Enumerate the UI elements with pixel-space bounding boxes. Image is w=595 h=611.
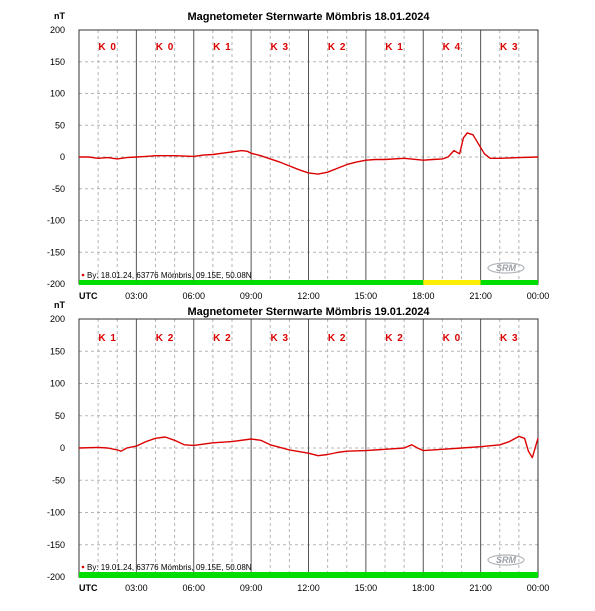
chart-panel-2: 200 150 100 50 0 -50 -100 -150 -200 K 1 K 2 K 2 K 3 K… [47,300,549,593]
activity-bar-segment [136,572,194,578]
logo-swoosh-icon [487,262,525,274]
magnetometer-series-line [78,435,539,459]
activity-bar-segment [251,280,309,285]
x-tick-label: 15:00 [355,291,378,301]
logo-text: SRM [496,263,517,273]
k-index-label: K 3 [500,42,519,53]
k-index-label: K 3 [500,333,519,344]
footer-text: By: 19.01.24, 63776 Mömbris, 09.15E, 50.… [87,563,252,572]
x-tick-label: 00:00 [527,583,550,593]
x-tick-label: 03:00 [125,291,148,301]
y-tick-label: -50 [52,184,65,194]
y-tick-label: -150 [47,540,65,550]
magnetometer-series-line [79,132,539,175]
activity-bar-segment [308,280,366,285]
activity-bar-segment [365,280,424,285]
activity-bar-segment [193,572,252,578]
x-tick-label: 03:00 [125,583,148,593]
y-tick-label: -100 [47,216,65,226]
k-index-label: K 0 [98,42,117,53]
k-index-label: K 4 [443,42,462,53]
x-tick-label: 21:00 [469,291,492,301]
activity-bar-segment [193,280,252,285]
k-index-label: K 2 [385,333,404,344]
footer-text: By: 18.01.24, 63776 Mömbris, 09.15E, 50.… [87,271,252,280]
chart-panel-1: 200 150 100 50 0 -50 -100 -150 -200 K 0 K 0 K 1 K 3 K… [47,11,549,301]
k-index-label: K 0 [443,333,462,344]
y-tick-label: 100 [50,379,65,389]
activity-bar-segment [251,572,309,578]
logo-text: SRM [496,555,517,565]
x-tick-label: 15:00 [355,583,378,593]
y-tick-label: 150 [50,57,65,67]
y-tick-label: -200 [47,279,65,289]
k-index-label: K 1 [98,333,117,344]
k-index-label: K 1 [213,42,232,53]
y-tick-label: 0 [60,152,65,162]
footer-bullet [81,565,85,569]
chart-title: Magnetometer Sternwarte Mömbris 18.01.20… [187,11,430,23]
k-index-label: K 2 [328,333,347,344]
k-index-label: K 0 [156,42,175,53]
y-tick-label: -50 [52,475,65,485]
k-index-label: K 2 [328,42,347,53]
activity-bar-segment [79,572,137,578]
k-index-label: K 2 [156,333,175,344]
activity-bar-segment [423,572,481,578]
y-tick-label: 200 [50,25,65,35]
k-index-label: K 1 [385,42,404,53]
k-index-label: K 2 [213,333,232,344]
k-index-label: K 3 [271,333,290,344]
y-tick-label: 0 [60,443,65,453]
activity-bar-segment [79,280,137,285]
x-tick-label: 06:00 [182,291,205,301]
x-tick-label: 21:00 [469,583,492,593]
y-tick-label: -100 [47,508,65,518]
x-tick-label: 12:00 [297,583,320,593]
chart-title: Magnetometer Sternwarte Mömbris 19.01.20… [187,306,430,318]
logo-swoosh-icon [487,554,525,566]
footer-bullet [81,273,85,277]
x-tick-label: 09:00 [240,583,263,593]
k-index-label: K 3 [271,42,290,53]
x-tick-label: 00:00 [527,291,550,301]
activity-bar-segment [308,572,366,578]
x-tick-label: 18:00 [412,583,435,593]
x-tick-label: 18:00 [412,291,435,301]
x-tick-label: 09:00 [240,291,263,301]
y-tick-label: 50 [55,120,65,130]
y-tick-label: 100 [50,89,65,99]
y-tick-label: 200 [50,314,65,324]
y-tick-label: 150 [50,346,65,356]
x-axis-label: UTC [79,583,98,593]
y-axis-label: nT [54,11,65,21]
y-axis-label: nT [54,300,65,310]
y-tick-label: 50 [55,411,65,421]
srm-logo: SRM [487,262,525,274]
y-tick-label: -200 [47,572,65,582]
x-axis-label: UTC [79,291,98,301]
x-tick-label: 06:00 [182,583,205,593]
x-tick-label: 12:00 [297,291,320,301]
activity-bar-segment [136,280,194,285]
activity-bar-segment [423,280,481,285]
activity-bar-segment [480,280,538,285]
srm-logo: SRM [487,554,525,566]
y-tick-label: -150 [47,247,65,257]
activity-bar-segment [365,572,424,578]
activity-bar-segment [480,572,538,578]
